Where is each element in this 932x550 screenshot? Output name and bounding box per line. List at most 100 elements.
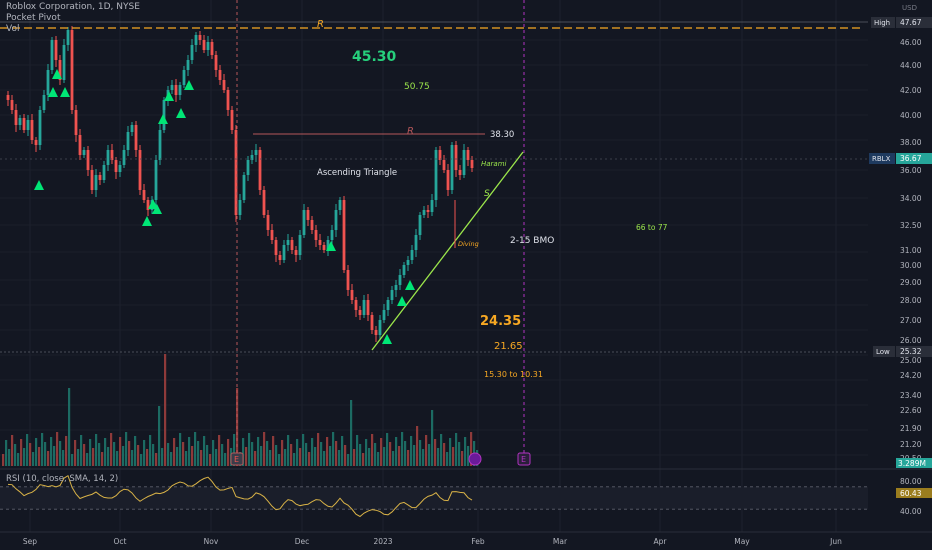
volume-bar: [437, 448, 440, 466]
resistance-mid-price: 38.30: [490, 130, 514, 140]
volume-bar: [254, 451, 257, 466]
volume-bar: [278, 454, 281, 466]
rsi-line: [7, 475, 473, 518]
candle-body: [82, 150, 86, 155]
rsi-value-tag: [896, 488, 932, 498]
volume-bar: [446, 452, 449, 466]
candle-body: [226, 90, 230, 110]
harami-label: Harami: [481, 160, 507, 168]
volume-bar: [212, 440, 215, 466]
candle-body: [190, 45, 194, 60]
candles: [6, 26, 474, 342]
volume-bar: [323, 451, 326, 466]
volume-bar: [197, 441, 200, 466]
candle-body: [26, 120, 30, 130]
candle-body: [206, 42, 210, 50]
volume-bar: [401, 432, 404, 466]
volume-bar: [224, 453, 227, 466]
volume-bar: [89, 439, 92, 466]
time-tick-label: Jun: [829, 537, 842, 546]
volume-bar: [368, 448, 371, 466]
earnings-marker-feb-text: E: [521, 455, 526, 464]
earnings-marker-feb[interactable]: [517, 452, 531, 466]
candle-body: [426, 210, 430, 212]
price-tick-label: 46.00: [900, 38, 922, 47]
candle-body: [358, 310, 362, 315]
volume-bar: [20, 439, 23, 466]
volume-bar: [266, 441, 269, 466]
time-tick-label: Nov: [204, 537, 219, 546]
candle-body: [118, 165, 122, 172]
time-axis[interactable]: Sep Oct Nov Dec 2023 Feb Mar Apr May Jun: [23, 537, 842, 546]
candle-body: [6, 95, 10, 100]
volume-bar: [248, 433, 251, 466]
volume-bar: [362, 453, 365, 466]
candle-body: [278, 255, 282, 260]
volume-bar: [386, 433, 389, 466]
candle-body: [286, 240, 290, 245]
time-tick-label: Dec: [295, 537, 310, 546]
price-tick-label: 29.00: [900, 278, 922, 287]
price-tick-label: 24.20: [900, 371, 922, 380]
volume-bar: [419, 440, 422, 466]
candle-body: [330, 230, 334, 240]
volume-bar: [377, 452, 380, 466]
candle-body: [454, 145, 458, 170]
candle-body: [362, 300, 366, 315]
price-tick-label: 25.00: [900, 356, 922, 365]
volume-bar: [335, 441, 338, 466]
volume-bar: [329, 446, 332, 466]
candle-body: [402, 265, 406, 275]
indicator-vol[interactable]: Vol: [6, 24, 20, 34]
candle-body: [262, 190, 266, 215]
volume-bar: [413, 445, 416, 466]
support-trendline: [371, 151, 524, 351]
candle-body: [42, 95, 46, 110]
price-tick-label: 40.00: [900, 111, 922, 120]
volume-bar: [440, 434, 443, 466]
earnings-marker-nov[interactable]: [230, 452, 244, 466]
candle-body: [146, 200, 150, 210]
candle-body: [138, 150, 142, 190]
candle-body: [246, 160, 250, 175]
volume-bar: [257, 437, 260, 466]
price-axis[interactable]: 46.00 44.00 42.00 40.00 38.00 36.00 34.00 32.50…: [869, 4, 932, 468]
volume-bar: [104, 438, 107, 466]
event-marker-icon[interactable]: [468, 452, 482, 466]
volume-bar: [371, 434, 374, 466]
volume-value: 3.289M: [898, 459, 926, 468]
volume-bar: [98, 443, 101, 466]
candle-body: [326, 240, 330, 250]
volume-bar: [182, 442, 185, 466]
symbol-title[interactable]: Roblox Corporation, 1D, NYSE: [6, 2, 140, 12]
volume-bar: [443, 443, 446, 466]
volume-bar: [122, 446, 125, 466]
indicator-pocket-pivot[interactable]: Pocket Pivot: [6, 13, 61, 23]
volume-bar: [38, 447, 41, 466]
volume-bar: [251, 442, 254, 466]
volume-tag: [896, 458, 932, 468]
volume-bar: [398, 446, 401, 466]
volume-bar: [209, 454, 212, 466]
range-note: 66 to 77: [636, 223, 668, 232]
volume-bar: [281, 440, 284, 466]
candle-body: [258, 150, 262, 190]
candle-body: [50, 40, 54, 70]
candle-body: [134, 125, 138, 150]
candle-body: [314, 230, 318, 240]
volume-bar: [458, 442, 461, 466]
time-tick-label: 2023: [373, 537, 392, 546]
volume-bar: [350, 400, 353, 466]
volume-bar: [185, 451, 188, 466]
candle-body: [430, 200, 434, 212]
volume-bar: [380, 438, 383, 466]
volume-bar: [302, 434, 305, 466]
candle-body: [34, 140, 38, 145]
pocket-pivot-icon: [52, 69, 62, 79]
volume-bar: [347, 454, 350, 466]
candle-body: [302, 210, 306, 235]
time-tick-label: Feb: [471, 537, 485, 546]
candle-body: [386, 300, 390, 310]
candle-body: [394, 285, 398, 290]
